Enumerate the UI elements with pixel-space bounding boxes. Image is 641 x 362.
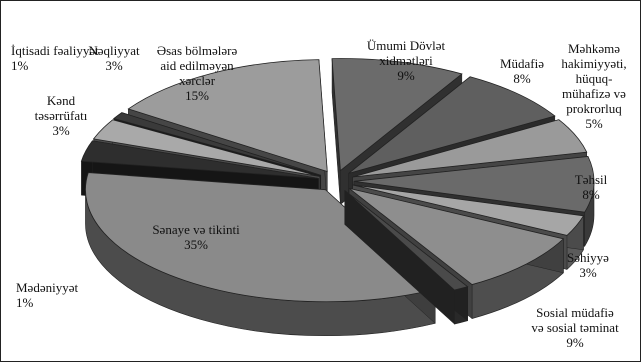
pie-slice-top-2	[348, 76, 556, 174]
label-iqtisadi: İqtisadi fəaliyyət 1%	[11, 43, 99, 73]
label-kend: Kənd təsərrüfatı 3%	[34, 93, 88, 138]
pie-slice-top-7	[344, 190, 469, 291]
pie-slice-top-8	[85, 172, 437, 303]
pie-slice-7	[344, 189, 469, 325]
pie-slice-top-4	[353, 156, 595, 213]
pie-slice-top-3	[352, 119, 588, 178]
label-esas: Əsas bölmələrə aid edilməyən xərclər 15%	[156, 43, 238, 103]
label-sehiyye: Səhiyyə 3%	[567, 250, 609, 280]
label-sosial: Sosial müdafiə və sosial təminat 9%	[531, 305, 619, 350]
label-senaye: Sənaye və tikinti 35%	[152, 222, 240, 252]
label-neqliyyat: Nəqliyyat 3%	[88, 43, 140, 73]
pie-slice-top-9	[80, 140, 319, 179]
pie-slice-top-10	[92, 119, 320, 177]
label-tehsil: Təhsil 8%	[574, 172, 608, 202]
pie-slice-top-11	[112, 112, 321, 176]
pie-slice-top-12	[127, 59, 328, 173]
label-medeniyyet: Mədəniyyət 1%	[16, 280, 79, 310]
pie-slice-top-5	[352, 184, 585, 236]
label-mehkeme: Məhkəmə hakimiyyəti, hüquq- mühafizə və …	[561, 41, 627, 131]
pie-slice-top-1	[331, 58, 463, 172]
pie-slice-top-6	[348, 187, 565, 286]
label-mudafie: Müdafiə 8%	[499, 56, 545, 86]
label-umumi: Ümumi Dövlət xidmətləri 9%	[366, 38, 446, 83]
